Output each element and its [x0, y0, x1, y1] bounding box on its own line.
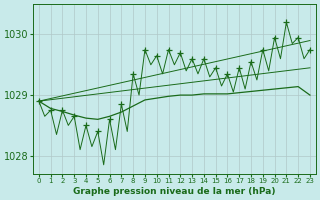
X-axis label: Graphe pression niveau de la mer (hPa): Graphe pression niveau de la mer (hPa): [73, 187, 276, 196]
